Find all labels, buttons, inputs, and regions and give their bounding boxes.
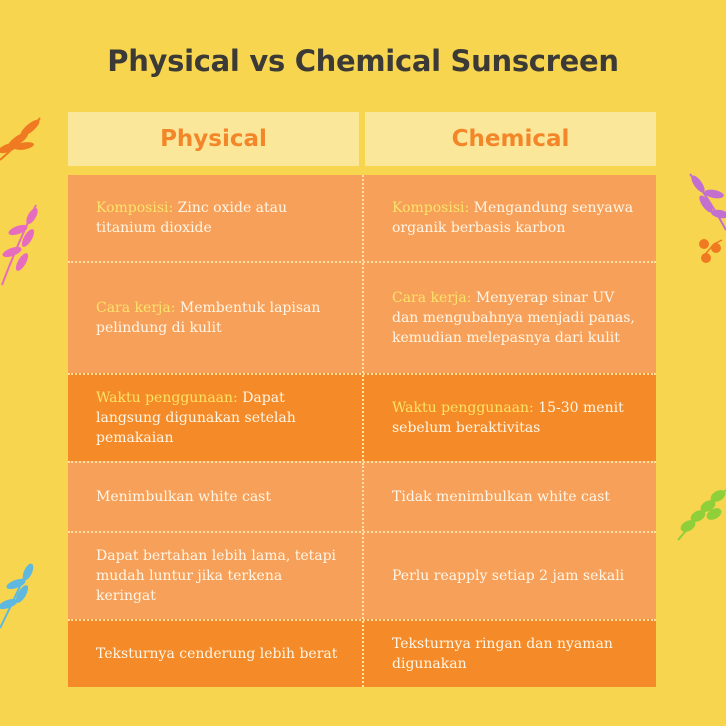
chemical-cell: Tidak menimbulkan white cast	[362, 463, 656, 531]
chemical-cell: Perlu reapply setiap 2 jam sekali	[362, 533, 656, 619]
column-header-chemical: Chemical	[365, 112, 656, 166]
physical-cell: Teksturnya cenderung lebih berat	[68, 621, 362, 687]
chemical-cell: Teksturnya ringan dan nyaman digunakan	[362, 621, 656, 687]
cell-text: Dapat bertahan lebih lama, tetapi mudah …	[96, 548, 337, 604]
cell-text: Menyerap sinar UV dan mengubahnya menjad…	[392, 290, 635, 346]
cell-text: Teksturnya cenderung lebih berat	[96, 646, 338, 662]
purple-leaf-sprig-icon	[689, 173, 726, 231]
cell-text: Menimbulkan white cast	[96, 489, 271, 505]
chemical-cell: Komposisi: Mengandung senyawa organik be…	[362, 175, 656, 261]
comparison-table: Komposisi: Zinc oxide atau titanium diox…	[68, 175, 656, 687]
chemical-cell: Waktu penggunaan: 15-30 menit sebelum be…	[362, 375, 656, 461]
cell-text: Membentuk lapisan pelindung di kulit	[96, 300, 321, 336]
blue-leaf-sprig-icon	[0, 563, 34, 629]
page-title: Physical vs Chemical Sunscreen	[107, 44, 619, 78]
physical-cell: Komposisi: Zinc oxide atau titanium diox…	[68, 175, 362, 261]
cell-text: Zinc oxide atau titanium dioxide	[96, 200, 288, 236]
cell-label: Waktu penggunaan:	[392, 400, 534, 416]
table-row: Waktu penggunaan: Dapat langsung digunak…	[68, 373, 656, 461]
cell-text: Tidak menimbulkan white cast	[392, 489, 610, 505]
cell-text: Perlu reapply setiap 2 jam sekali	[392, 568, 625, 584]
table-row: Cara kerja: Membentuk lapisan pelindung …	[68, 261, 656, 373]
cell-label: Cara kerja:	[392, 290, 472, 306]
physical-cell: Waktu penggunaan: Dapat langsung digunak…	[68, 375, 362, 461]
cell-label: Komposisi:	[392, 200, 470, 216]
orange-berry-icon	[699, 239, 723, 263]
table-row: Menimbulkan white cast Tidak menimbulkan…	[68, 461, 656, 531]
green-leaf-sprig-icon	[677, 489, 726, 541]
table-row: Komposisi: Zinc oxide atau titanium diox…	[68, 175, 656, 261]
cell-label: Waktu penggunaan:	[96, 390, 238, 406]
cell-text: Teksturnya ringan dan nyaman digunakan	[392, 636, 613, 672]
cell-text: Dapat langsung digunakan setelah pemakai…	[96, 390, 296, 446]
cell-label: Komposisi:	[96, 200, 174, 216]
cell-label: Cara kerja:	[96, 300, 176, 316]
chemical-cell: Cara kerja: Menyerap sinar UV dan mengub…	[362, 263, 656, 373]
table-row: Teksturnya cenderung lebih berat Tekstur…	[68, 619, 656, 687]
column-header-physical: Physical	[68, 112, 359, 166]
cell-text: 15-30 menit sebelum beraktivitas	[392, 400, 624, 436]
table-row: Dapat bertahan lebih lama, tetapi mudah …	[68, 531, 656, 619]
physical-cell: Menimbulkan white cast	[68, 463, 362, 531]
physical-cell: Dapat bertahan lebih lama, tetapi mudah …	[68, 533, 362, 619]
cell-text: Mengandung senyawa organik berbasis karb…	[392, 200, 634, 236]
orange-leaf-sprig-icon	[0, 117, 41, 161]
pink-leaf-sprig-icon	[1, 204, 38, 286]
physical-cell: Cara kerja: Membentuk lapisan pelindung …	[68, 263, 362, 373]
